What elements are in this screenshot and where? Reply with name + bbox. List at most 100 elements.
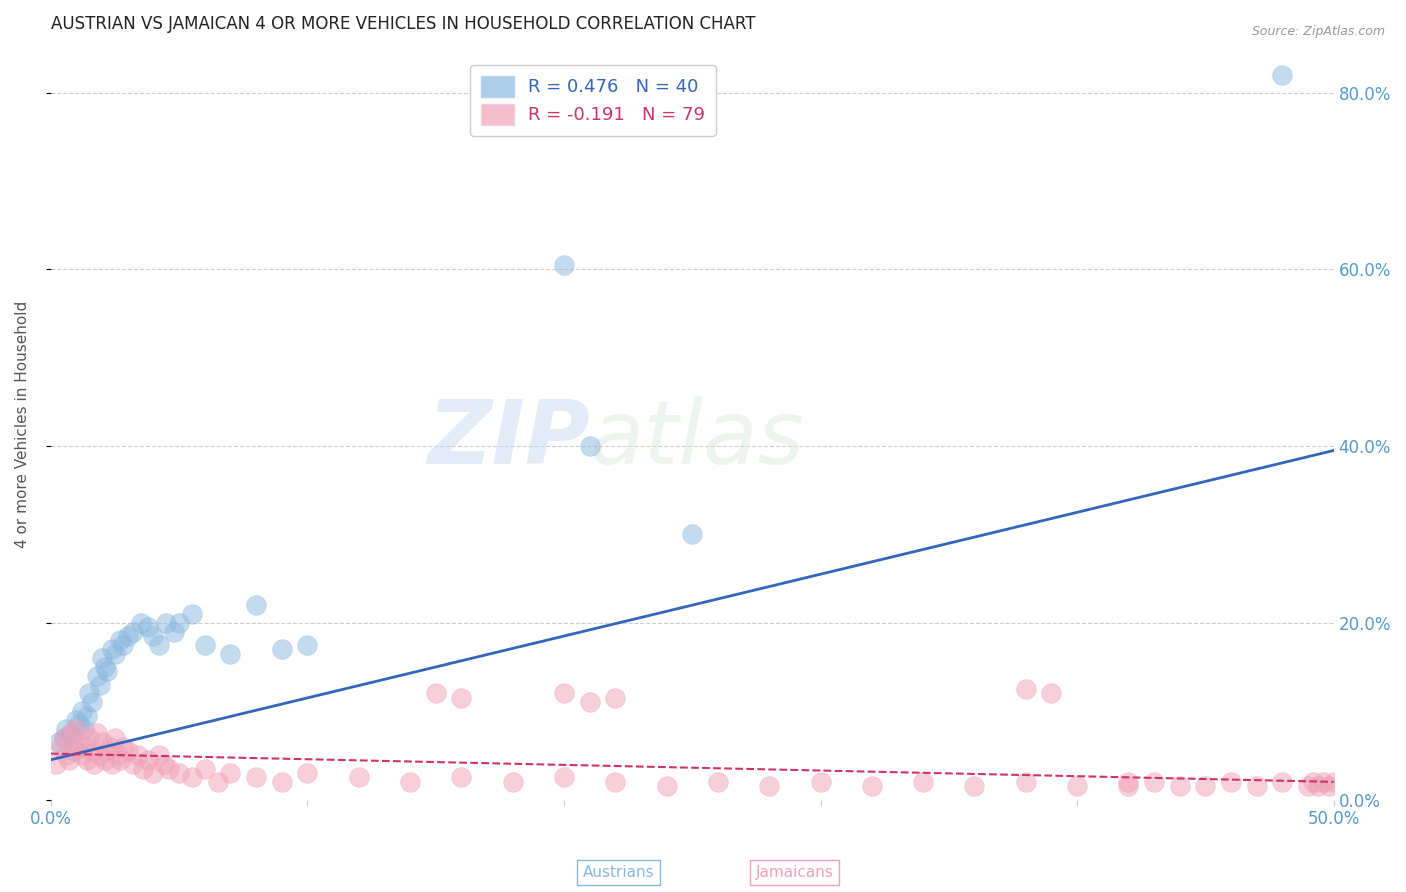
Point (107, 748, 129, 763)
Point (132, 762, 155, 776)
Point (245, 771, 267, 785)
Point (52, 731, 75, 745)
Point (1194, 779, 1216, 793)
Point (98, 739, 121, 754)
Point (70, 704, 93, 718)
Point (63, 744, 86, 758)
Point (1143, 775, 1166, 789)
Point (553, 686, 575, 700)
Point (1296, 779, 1319, 793)
Text: Jamaicans: Jamaicans (755, 865, 834, 880)
Point (207, 775, 229, 789)
Point (122, 624, 145, 639)
Point (127, 748, 149, 763)
Point (152, 757, 174, 772)
Point (117, 629, 139, 643)
Point (73, 739, 96, 754)
Point (65, 722, 87, 736)
Point (758, 779, 780, 793)
Point (148, 748, 170, 763)
Point (89, 678, 111, 692)
Point (86, 669, 108, 683)
Point (347, 771, 370, 785)
Point (1066, 779, 1088, 793)
Point (810, 775, 832, 789)
Point (912, 775, 935, 789)
Text: Source: ZipAtlas.com: Source: ZipAtlas.com (1251, 25, 1385, 38)
Point (148, 638, 170, 652)
Point (707, 775, 730, 789)
Point (60, 726, 83, 740)
Point (58, 753, 80, 767)
Point (194, 762, 217, 776)
Point (49, 739, 72, 754)
Point (270, 642, 292, 657)
Point (83, 757, 105, 772)
Point (1118, 775, 1140, 789)
Point (111, 739, 134, 754)
Legend: R = 0.476   N = 40, R = -0.191   N = 79: R = 0.476 N = 40, R = -0.191 N = 79 (471, 65, 716, 136)
Point (108, 633, 131, 648)
Point (450, 771, 472, 785)
Point (63, 739, 86, 754)
Point (963, 779, 986, 793)
Point (219, 647, 242, 661)
Point (104, 647, 127, 661)
Point (1317, 779, 1340, 793)
Point (605, 690, 627, 705)
Point (1015, 682, 1038, 697)
Point (89, 748, 111, 763)
Point (101, 642, 124, 657)
Point (450, 690, 472, 705)
Point (1308, 779, 1330, 793)
Point (155, 615, 177, 630)
Point (70, 748, 93, 763)
Point (167, 615, 190, 630)
Point (553, 258, 575, 272)
Point (1168, 779, 1191, 793)
Point (605, 775, 627, 789)
Point (681, 527, 703, 541)
Point (1040, 686, 1063, 700)
Text: Austrians: Austrians (583, 865, 654, 880)
Point (52, 731, 75, 745)
Point (60, 726, 83, 740)
Point (142, 629, 165, 643)
Point (655, 779, 678, 793)
Point (129, 615, 152, 630)
Point (122, 757, 145, 772)
Point (181, 771, 204, 785)
Point (76, 708, 98, 723)
Point (157, 762, 180, 776)
Point (45, 757, 67, 772)
Point (108, 753, 131, 767)
Point (86, 726, 108, 740)
Point (79, 686, 101, 700)
Point (111, 638, 134, 652)
Point (136, 753, 159, 767)
Point (67, 735, 90, 749)
Point (245, 598, 267, 612)
Point (96, 665, 118, 679)
Point (104, 731, 127, 745)
Point (142, 766, 165, 780)
Point (96, 744, 118, 758)
Point (219, 766, 242, 780)
Point (93, 660, 115, 674)
Point (425, 686, 447, 700)
Point (1302, 775, 1324, 789)
Text: atlas: atlas (589, 396, 804, 482)
Point (1220, 775, 1243, 789)
Point (297, 766, 319, 780)
Point (1271, 68, 1294, 82)
Point (48, 735, 70, 749)
Point (55, 722, 77, 736)
Point (578, 695, 600, 709)
Point (297, 638, 319, 652)
Point (91, 735, 114, 749)
Point (163, 624, 186, 639)
Point (65, 713, 87, 727)
Point (93, 753, 115, 767)
Point (1015, 775, 1038, 789)
Point (80, 744, 103, 758)
